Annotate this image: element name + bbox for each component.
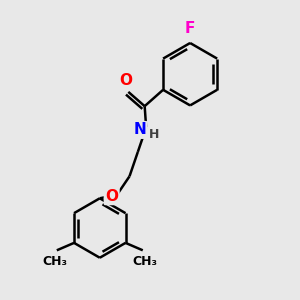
Text: CH₃: CH₃ bbox=[133, 255, 158, 268]
Text: O: O bbox=[105, 189, 118, 204]
Text: N: N bbox=[133, 122, 146, 137]
Text: F: F bbox=[185, 22, 195, 37]
Text: CH₃: CH₃ bbox=[42, 255, 67, 268]
Text: O: O bbox=[119, 73, 132, 88]
Text: H: H bbox=[148, 128, 159, 141]
